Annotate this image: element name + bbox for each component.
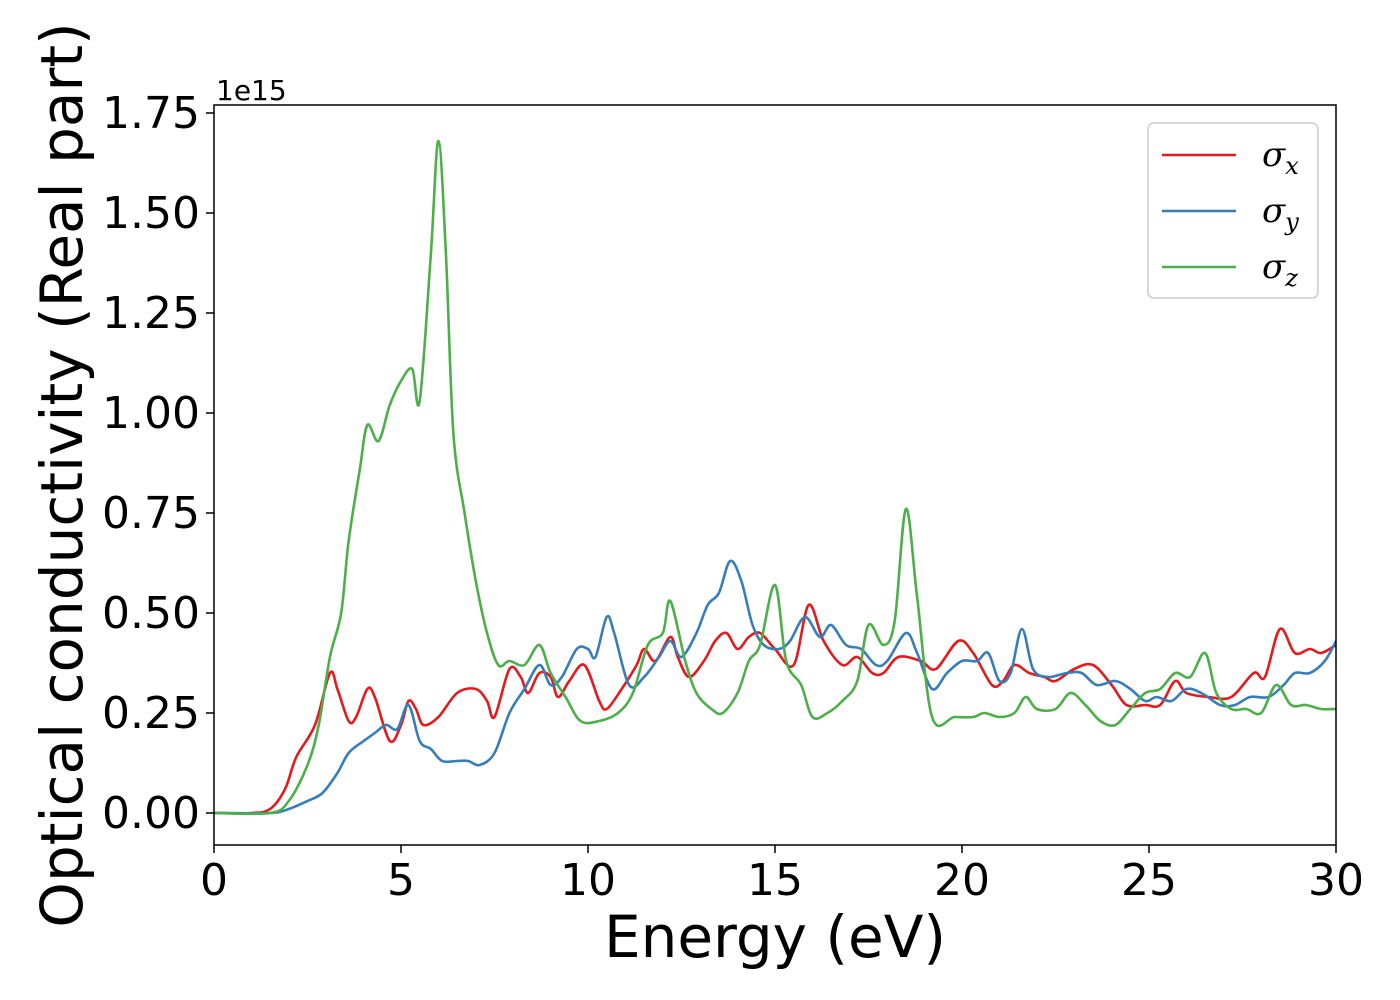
y-tick-label: 0.00 xyxy=(102,788,200,839)
x-tick-label: 20 xyxy=(934,855,990,906)
y-tick-label: 0.50 xyxy=(102,588,200,639)
y-offset-label: 1e15 xyxy=(216,74,287,107)
x-axis-ticks: 0 5 10 15 20 25 30 xyxy=(200,845,1364,906)
x-tick-label: 5 xyxy=(387,855,415,906)
x-tick-label: 10 xyxy=(560,855,616,906)
series-line-z xyxy=(214,139,1336,816)
y-tick-label: 1.25 xyxy=(102,288,200,339)
y-axis-ticks: 0.00 0.25 0.50 0.75 1.00 1.25 1.50 1.75 xyxy=(102,88,214,839)
y-tick-label: 0.25 xyxy=(102,688,200,739)
series-lines xyxy=(214,139,1336,816)
y-tick-label: 1.50 xyxy=(102,188,200,239)
x-tick-label: 30 xyxy=(1308,855,1364,906)
x-tick-label: 25 xyxy=(1121,855,1177,906)
y-axis-label: Optical conductivity (Real part) xyxy=(28,22,96,927)
y-tick-label: 0.75 xyxy=(102,488,200,539)
y-tick-label: 1.00 xyxy=(102,388,200,439)
series-line-x xyxy=(214,603,1336,815)
series-line-y xyxy=(214,559,1336,815)
x-tick-label: 15 xyxy=(747,855,803,906)
x-tick-label: 0 xyxy=(200,855,228,906)
legend-label-z: σz xyxy=(1262,247,1298,292)
y-tick-label: 1.75 xyxy=(102,88,200,139)
x-axis-label: Energy (eV) xyxy=(604,903,946,971)
